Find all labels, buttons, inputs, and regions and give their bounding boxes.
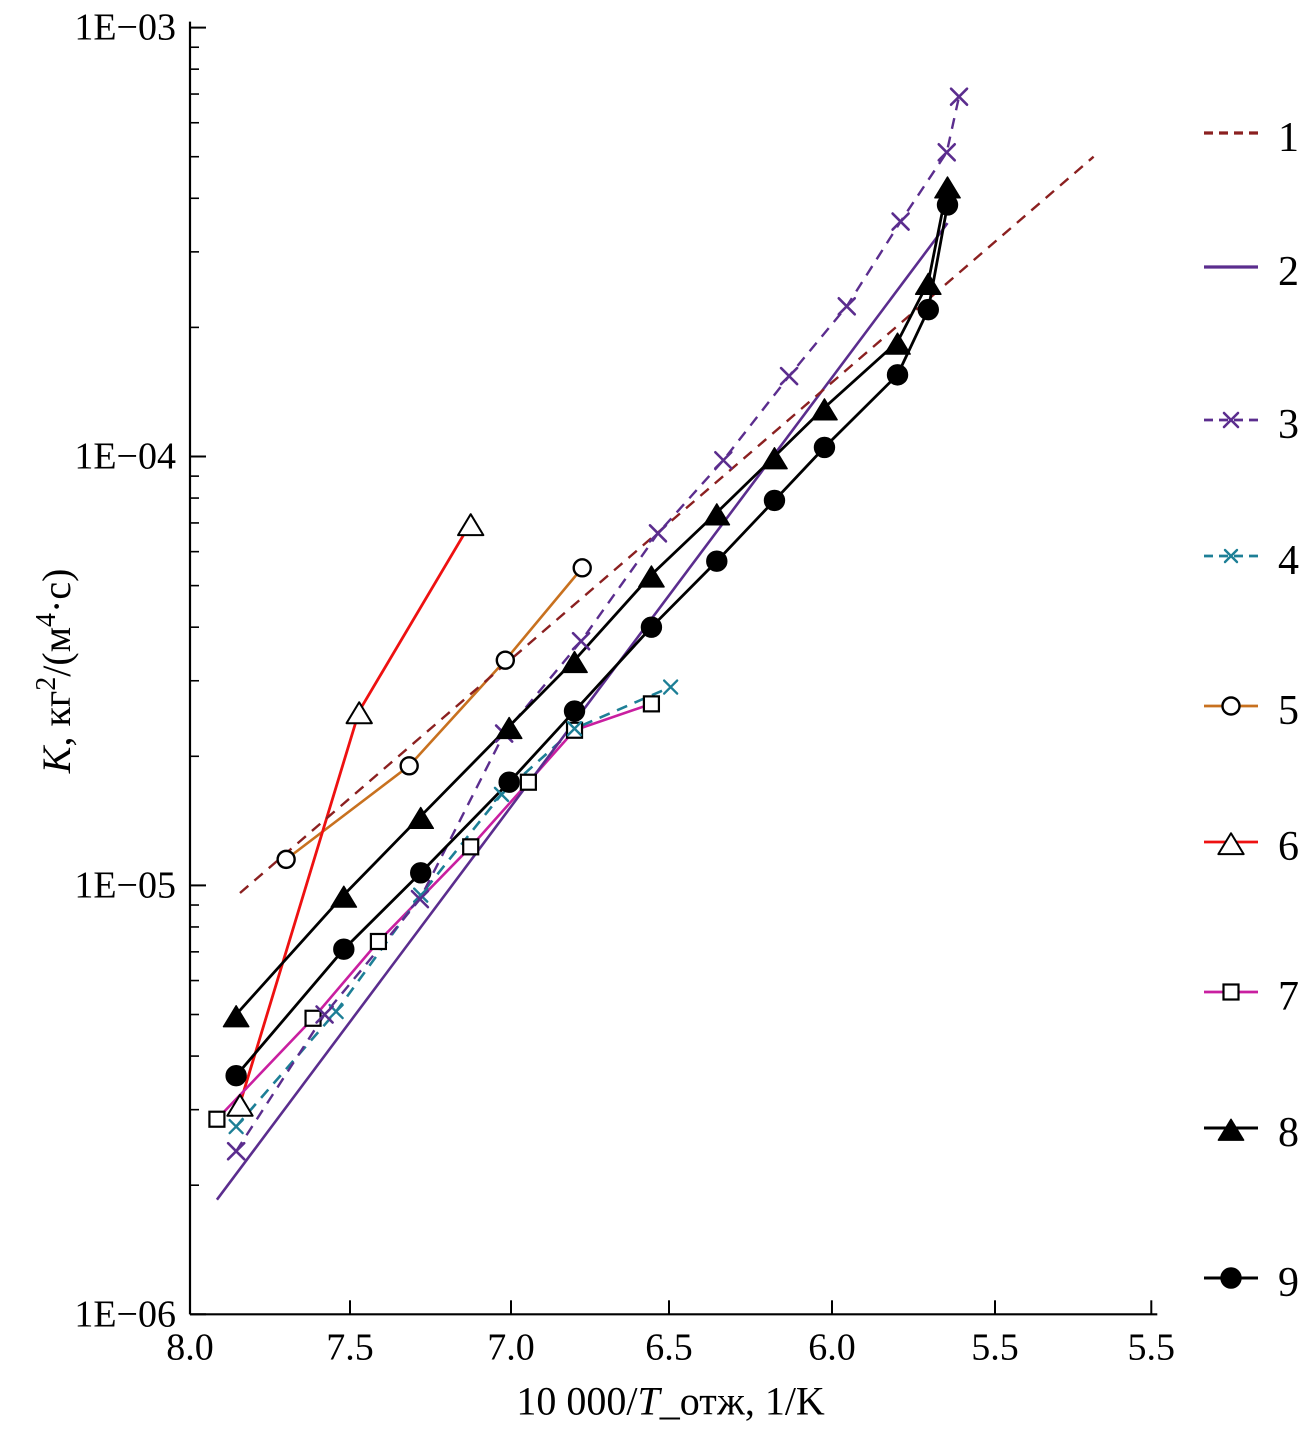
svg-text:1E−05: 1E−05 [74,864,176,906]
svg-text:K, кг2/(м4·с): K, кг2/(м4·с) [31,569,80,775]
svg-text:5.5: 5.5 [1128,1326,1176,1368]
svg-text:6.5: 6.5 [645,1326,693,1368]
svg-text:4: 4 [1278,538,1299,584]
svg-text:7: 7 [1278,974,1299,1020]
svg-text:6.0: 6.0 [808,1326,856,1368]
svg-text:5: 5 [1278,688,1299,734]
svg-text:7.0: 7.0 [487,1326,535,1368]
svg-text:1E−03: 1E−03 [74,7,176,49]
svg-text:1E−04: 1E−04 [74,436,176,478]
svg-text:7.5: 7.5 [326,1326,374,1368]
svg-text:9: 9 [1278,1260,1299,1306]
svg-text:1E−06: 1E−06 [74,1293,176,1335]
svg-text:6: 6 [1278,824,1299,870]
svg-text:2: 2 [1278,249,1299,295]
svg-text:8: 8 [1278,1110,1299,1156]
svg-text:10 000/T_отж, 1/K: 10 000/T_отж, 1/K [516,1378,825,1423]
svg-text:1: 1 [1278,115,1299,161]
svg-text:5.5: 5.5 [971,1326,1019,1368]
svg-text:3: 3 [1278,402,1299,448]
